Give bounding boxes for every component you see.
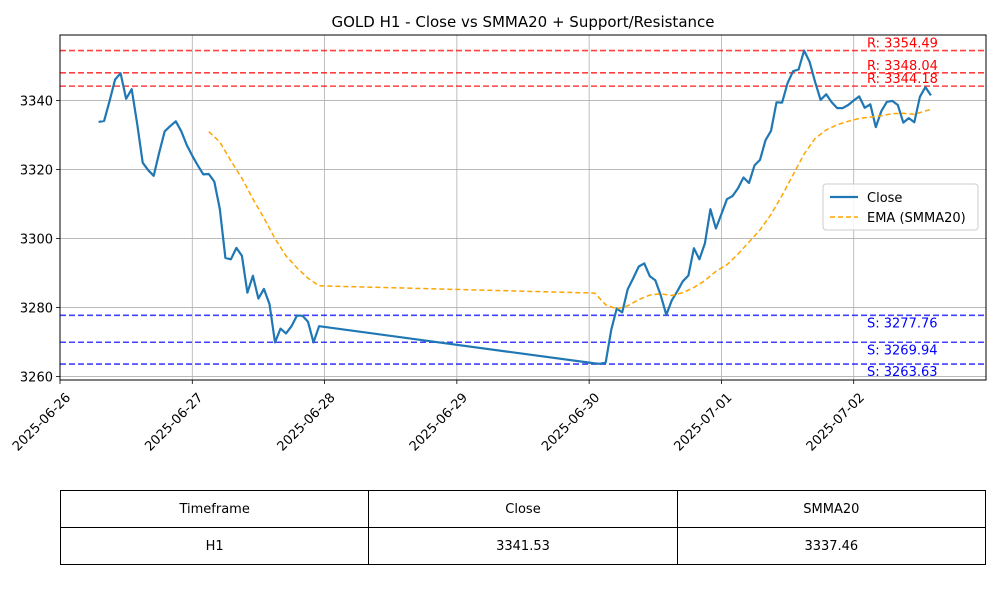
y-tick-label: 3260	[20, 371, 53, 386]
plot-frame	[59, 34, 987, 381]
x-tick-label: 2025-07-01	[671, 390, 735, 454]
support-level-label: S: 3277.76	[867, 316, 938, 331]
table-row: H1 3341.53 3337.46	[59, 527, 987, 565]
legend-label: Close	[867, 191, 902, 206]
table-header-close: Close	[368, 490, 678, 528]
table-header-smma20: SMMA20	[676, 490, 987, 528]
chart-title: GOLD H1 - Close vs SMMA20 + Support/Resi…	[331, 13, 714, 31]
x-tick-label: 2025-06-27	[142, 390, 206, 454]
x-tick-label: 2025-06-30	[539, 390, 603, 454]
table-cell-timeframe: H1	[59, 527, 370, 565]
legend-box	[822, 183, 979, 231]
y-tick-label: 3340	[20, 95, 53, 110]
y-tick-label: 3320	[20, 164, 53, 179]
table-header-row: Timeframe Close SMMA20	[59, 490, 987, 528]
table-header-timeframe: Timeframe	[59, 490, 370, 528]
legend-label: EMA (SMMA20)	[867, 211, 966, 226]
resistance-level-label: R: 3354.49	[867, 37, 938, 52]
table-cell-smma20: 3337.46	[676, 527, 987, 565]
x-tick-label: 2025-06-29	[407, 390, 471, 454]
summary-table: Timeframe Close SMMA20 H1 3341.53 3337.4…	[59, 490, 987, 565]
y-tick-label: 3280	[20, 302, 53, 317]
table-cell-close: 3341.53	[368, 527, 678, 565]
x-axis: 2025-06-26 2025-06-27 2025-06-28 2025-06-29…	[10, 380, 868, 454]
x-tick-label: 2025-07-02	[804, 390, 868, 454]
resistance-level-label: R: 3344.18	[867, 72, 938, 87]
y-tick-label: 3300	[20, 233, 53, 248]
support-resistance-levels: R: 3354.49 R: 3348.04R: 3344.18 S: 3277.76…	[60, 37, 986, 380]
x-tick-label: 2025-06-26	[10, 390, 74, 454]
x-tick-label: 2025-06-28	[275, 390, 339, 454]
chart-figure: GOLD H1 - Close vs SMMA20 + Support/Resi…	[10, 13, 987, 454]
legend: Close EMA (SMMA20)	[822, 183, 979, 231]
support-level-label: S: 3269.94	[867, 343, 938, 358]
resistance-level-label: R: 3348.04	[867, 59, 938, 74]
smma20-series-line	[208, 108, 932, 310]
y-axis: 3260 3280 3300 3320 3340	[20, 95, 60, 386]
close-series-line	[98, 49, 932, 365]
support-level-label: S: 3263.63	[867, 365, 938, 380]
series-lines	[98, 49, 932, 365]
